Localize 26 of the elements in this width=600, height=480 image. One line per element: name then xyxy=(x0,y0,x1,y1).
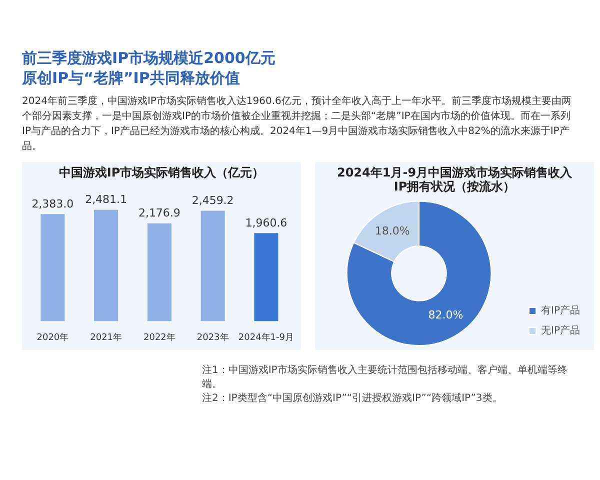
bar xyxy=(147,223,172,322)
x-tick-label: 2024年1-9月 xyxy=(238,332,294,343)
bar xyxy=(40,214,65,322)
bar xyxy=(94,210,118,322)
data-label: 1,960.6 xyxy=(245,216,288,230)
data-label: 2,383.0 xyxy=(32,197,74,210)
legend-label: 无IP产品 xyxy=(541,324,580,337)
text: 注1：中国游戏IP市场实际销售收入主要统计范围包括移动端、客户端、单机端等终端。 xyxy=(202,364,568,392)
x-tick-label: 2020年 xyxy=(36,332,69,343)
x-tick-label: 2022年 xyxy=(143,332,176,343)
legend-label: 有IP产品 xyxy=(541,304,580,317)
bar xyxy=(254,233,278,322)
x-tick-label: 2021年 xyxy=(90,332,122,343)
text: 前三季度游戏IP市场规模近2000亿元 xyxy=(22,48,276,68)
text: 原创IP与“老牌”IP共同释放价值 xyxy=(22,68,241,88)
data-label: 2,481.1 xyxy=(85,193,128,206)
chart-title: 中国游戏IP市场实际销售收入（亿元） xyxy=(58,165,264,180)
data-label: 82.0% xyxy=(428,308,464,322)
bar xyxy=(200,210,225,322)
data-label: 2,459.2 xyxy=(192,194,234,208)
x-tick-label: 2023年 xyxy=(196,332,229,343)
chart-title: 2024年1月-9月中国游戏市场实际销售收入 IP拥有状况（按流水） xyxy=(336,165,574,194)
data-label: 18.0% xyxy=(374,224,410,238)
text: 注2：IP类型含“中国原创游戏IP”“引进授权游戏IP”“跨领域IP”3类。 xyxy=(202,392,504,406)
data-label: 2,176.9 xyxy=(138,206,180,220)
text: 2024年前三季度，中国游戏IP市场实际销售收入达1960.6亿元，预计全年收入高于上一年水平。前三季度市场规模主要由两个部分因素支撑，一是中国原创游戏IP的市场价值被企业重视并挖掘；二是头部“老牌”IP在国内市场的价值体现。而在一系列IP与产品的合力下，IP产品已经为游戏市场的核心构成。2024年1—9月中国游戏市场实际销售收入中82%的流水来源于IP产品。 xyxy=(22,94,572,154)
